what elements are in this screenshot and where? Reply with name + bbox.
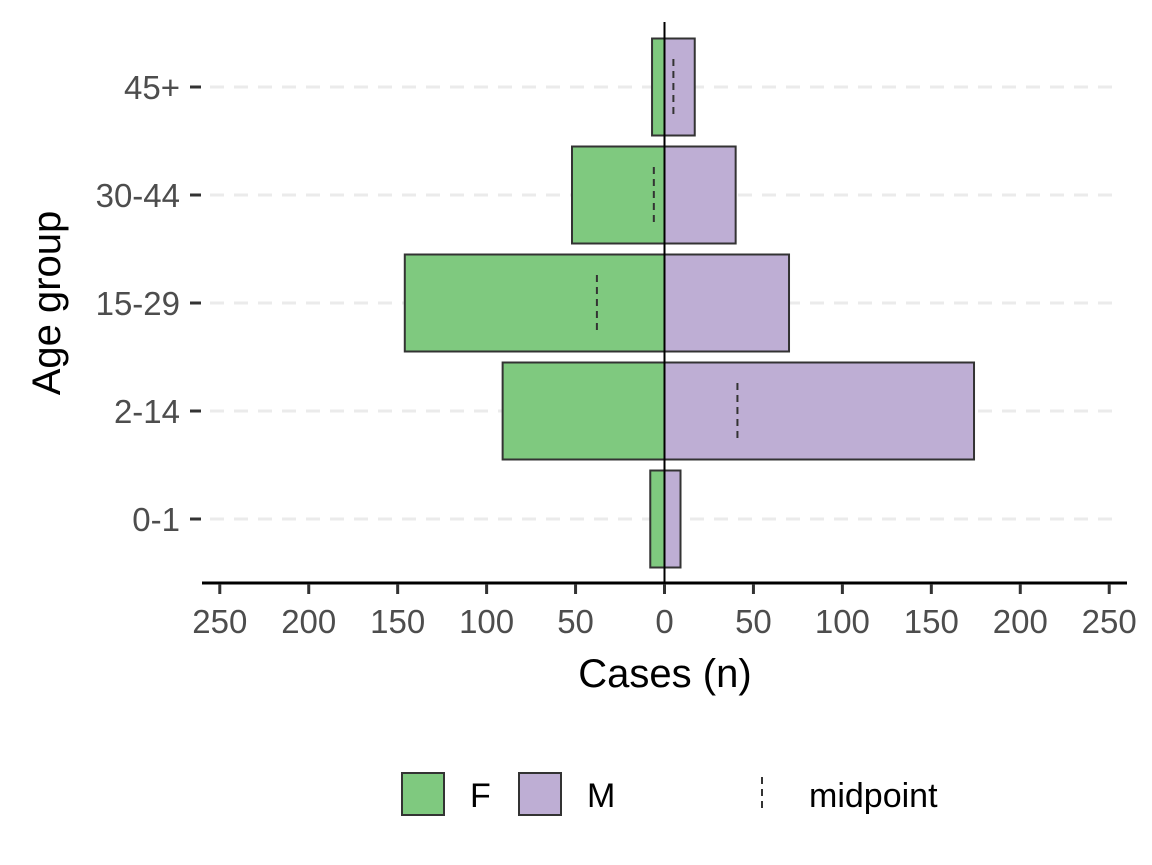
x-tick-label-7: 100 bbox=[815, 603, 870, 640]
legend: F M midpoint bbox=[401, 772, 938, 816]
bar-f-30-44 bbox=[571, 145, 666, 245]
y-tick-label-2-14: 2-14 bbox=[114, 393, 180, 430]
legend-swatch-f bbox=[401, 772, 445, 816]
x-tick-label-5: 0 bbox=[655, 603, 673, 640]
bar-f-15-29 bbox=[403, 253, 666, 353]
bar-m-15-29 bbox=[663, 253, 791, 353]
x-axis-ticks: 250 200 150 100 50 0 50 100 150 200 250 bbox=[192, 584, 1137, 640]
bar-m-0-1 bbox=[663, 469, 682, 569]
bar-m-2-14 bbox=[663, 361, 976, 461]
x-tick-label-10: 250 bbox=[1082, 603, 1137, 640]
x-tick-label-0: 250 bbox=[192, 603, 247, 640]
bar-f-2-14 bbox=[501, 361, 666, 461]
bar-f-0-1 bbox=[649, 469, 666, 569]
x-tick-label-6: 50 bbox=[735, 603, 772, 640]
x-tick-label-9: 200 bbox=[993, 603, 1048, 640]
y-axis-title: Age group bbox=[25, 211, 69, 396]
x-axis-title: Cases (n) bbox=[578, 652, 751, 696]
legend-swatch-m bbox=[518, 772, 562, 816]
y-tick-label-15-29: 15-29 bbox=[96, 285, 180, 322]
y-tick-label-0-1: 0-1 bbox=[132, 501, 180, 538]
y-tick-label-45+: 45+ bbox=[124, 69, 180, 106]
y-tick-label-30-44: 30-44 bbox=[96, 177, 180, 214]
x-tick-label-2: 150 bbox=[370, 603, 425, 640]
legend-label-f: F bbox=[470, 777, 491, 815]
legend-label-midpoint: midpoint bbox=[809, 777, 938, 815]
bar-m-45+ bbox=[663, 37, 696, 137]
bar-m-30-44 bbox=[663, 145, 737, 245]
bars bbox=[403, 37, 976, 569]
x-tick-label-1: 200 bbox=[281, 603, 336, 640]
bar-f-45+ bbox=[651, 37, 666, 137]
y-axis-ticks: 0-1 2-14 15-29 30-44 45+ bbox=[96, 69, 201, 538]
x-tick-label-4: 50 bbox=[557, 603, 594, 640]
x-tick-label-8: 150 bbox=[904, 603, 959, 640]
legend-label-m: M bbox=[587, 777, 615, 815]
x-tick-label-3: 100 bbox=[459, 603, 514, 640]
